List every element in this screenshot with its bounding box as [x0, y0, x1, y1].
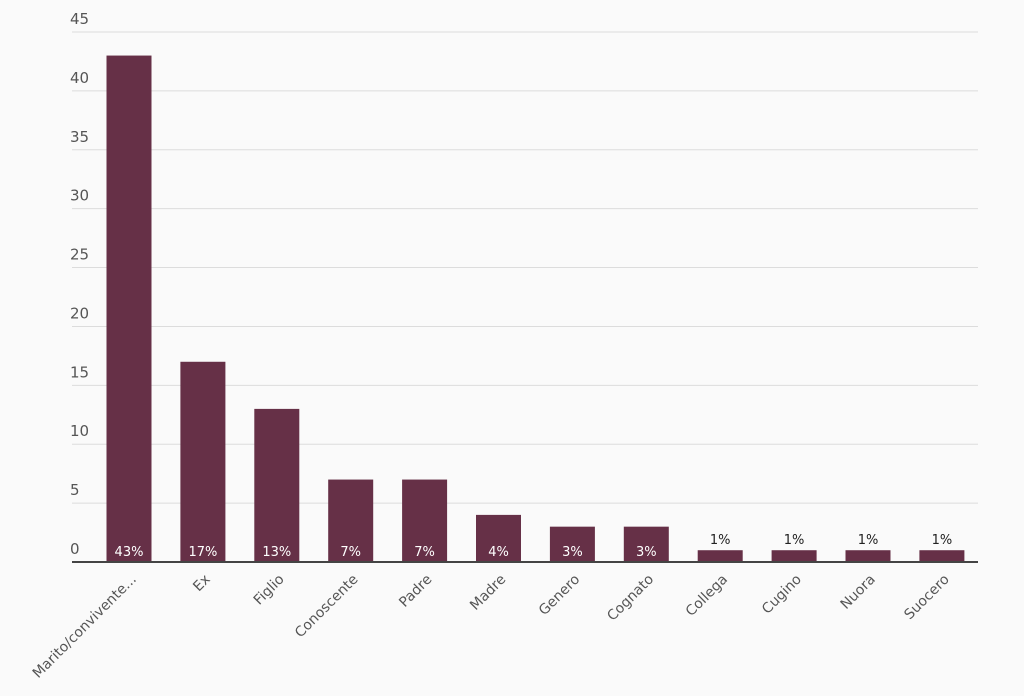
data-label: 43%: [115, 545, 144, 560]
x-tick-label: Cugino: [759, 572, 805, 618]
bar: [771, 550, 817, 562]
x-tick-label: Conoscente: [292, 572, 362, 642]
data-label: 1%: [858, 533, 879, 548]
y-tick-label: 15: [70, 363, 89, 381]
bar: [254, 408, 300, 562]
y-tick-label: 5: [70, 481, 80, 499]
bar: [106, 55, 152, 563]
x-tick-label: Padre: [396, 572, 435, 611]
y-tick-label: 30: [70, 187, 89, 205]
bar: [697, 550, 743, 562]
y-tick-label: 0: [70, 540, 80, 558]
x-tick-label: Ex: [190, 572, 213, 595]
x-tick-label: Genero: [536, 572, 583, 619]
x-tick-label: Nuora: [838, 572, 879, 613]
x-tick-label: Madre: [467, 572, 509, 614]
data-label: 1%: [932, 533, 953, 548]
x-tick-label: Marito/convivente...: [30, 572, 140, 682]
y-axis-ticks: 0 5 10 15 20 25 30 35 40 45: [70, 10, 89, 558]
bar: [623, 526, 669, 562]
x-tick-label: Suocero: [901, 572, 952, 623]
data-label: 3%: [636, 545, 657, 560]
x-tick-label: Figlio: [251, 572, 288, 609]
y-tick-label: 20: [70, 304, 89, 322]
bar: [328, 479, 374, 562]
y-tick-label: 45: [70, 10, 89, 28]
bar: [845, 550, 891, 562]
y-tick-label: 35: [70, 128, 89, 146]
data-label: 1%: [784, 533, 805, 548]
data-label: 1%: [710, 533, 731, 548]
data-labels: 43% 17% 13% 7% 7% 4% 3% 3% 1% 1% 1% 1%: [115, 533, 953, 560]
bar: [476, 514, 521, 562]
bar: [180, 361, 226, 562]
y-tick-label: 25: [70, 246, 89, 264]
data-label: 7%: [340, 545, 361, 560]
x-tick-label: Cognato: [604, 572, 657, 625]
data-label: 4%: [488, 545, 509, 560]
bar: [549, 526, 595, 562]
data-label: 7%: [414, 545, 435, 560]
x-tick-label: Collega: [683, 572, 731, 620]
bars: [106, 55, 965, 563]
bar: [919, 550, 965, 562]
data-label: 3%: [562, 545, 583, 560]
y-tick-label: 10: [70, 422, 89, 440]
x-axis-ticks: Marito/convivente... Ex Figlio Conoscente Pa…: [30, 572, 953, 682]
bar: [402, 479, 448, 562]
data-label: 13%: [262, 545, 291, 560]
y-tick-label: 40: [70, 69, 89, 87]
data-label: 17%: [188, 545, 217, 560]
